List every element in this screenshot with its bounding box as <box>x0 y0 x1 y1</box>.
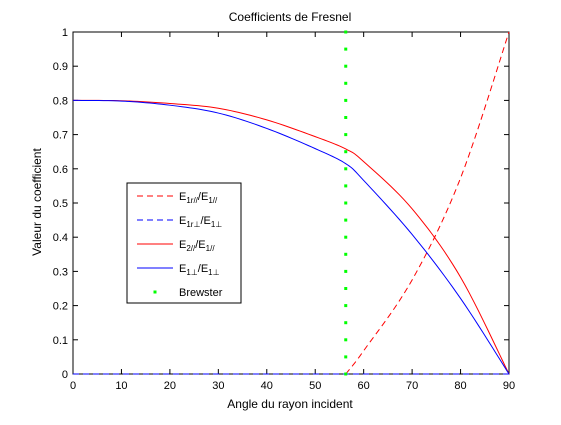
x-tick-label: 40 <box>261 380 273 392</box>
legend-entry-label: Brewster <box>179 287 223 299</box>
x-tick-label: 10 <box>115 380 127 392</box>
x-tick-label: 60 <box>358 380 370 392</box>
brewster-marker <box>344 133 348 137</box>
x-tick-label: 50 <box>309 380 321 392</box>
series-line-2 <box>72 99 510 375</box>
legend-box <box>126 182 242 304</box>
x-tick-label: 80 <box>454 380 466 392</box>
brewster-marker <box>344 252 348 256</box>
brewster-marker <box>344 304 348 308</box>
brewster-marker <box>344 269 348 273</box>
x-axis-label: Angle du rayon incident <box>227 397 353 411</box>
legend-text: E <box>179 263 186 275</box>
brewster-marker <box>344 355 348 359</box>
legend-text: /E <box>198 263 208 275</box>
brewster-marker <box>344 372 348 376</box>
y-tick-label: 0.9 <box>53 61 68 73</box>
legend-subscript: 2// <box>186 244 196 253</box>
y-tick-label: 1 <box>62 27 68 39</box>
brewster-marker <box>344 184 348 188</box>
y-axis-label: Valeur du coefficient <box>30 148 44 256</box>
y-tick-label: 0.6 <box>53 164 68 176</box>
x-tick-label: 30 <box>212 380 224 392</box>
y-tick-label: 0.8 <box>53 95 68 107</box>
y-tick-label: 0.4 <box>53 232 68 244</box>
legend-subscript: 1⊥ <box>211 220 222 229</box>
y-tick-label: 0 <box>62 369 68 381</box>
brewster-marker <box>344 150 348 154</box>
brewster-marker <box>344 98 348 102</box>
brewster-marker <box>344 287 348 290</box>
brewster-marker <box>344 235 348 239</box>
plot-area: 0 10 20 30 40 50 60 70 80 90 0 0.1 0.2 0.3 0.4 0.5 0.6 0.… <box>53 27 515 392</box>
brewster-marker <box>344 321 348 325</box>
y-tick-label: 0.1 <box>53 335 68 347</box>
x-tick-label: 70 <box>406 380 418 392</box>
legend-text: E <box>179 215 186 227</box>
legend-entry-label: E1⊥/E1⊥ <box>179 263 220 277</box>
brewster-marker <box>344 338 348 342</box>
brewster-marker <box>344 64 348 68</box>
legend-text: /E <box>198 191 208 203</box>
brewster-marker <box>344 167 348 171</box>
legend-subscript: 1r// <box>186 196 198 205</box>
legend-subscript: 1// <box>208 196 218 205</box>
y-tick-label: 0.5 <box>53 198 68 210</box>
brewster-marker <box>344 30 348 34</box>
legend-subscript: 1⊥ <box>186 268 197 277</box>
brewster-marker <box>344 81 348 85</box>
legend-text: E <box>179 239 186 251</box>
brewster-marker <box>344 218 348 222</box>
legend-subscript: 1// <box>206 244 216 253</box>
legend-entry-label: E1r///E1// <box>179 191 218 205</box>
series-line-0 <box>345 31 510 375</box>
legend-subscript: 1r⊥ <box>186 220 200 229</box>
series-line-3 <box>72 99 510 375</box>
x-tick-label: 20 <box>164 380 176 392</box>
legend-text: E <box>179 191 186 203</box>
legend-text: /E <box>200 215 210 227</box>
y-tick-label: 0.2 <box>53 301 68 313</box>
chart-title: Coefficients de Fresnel <box>229 10 352 24</box>
y-tick-label: 0.3 <box>53 266 68 278</box>
legend-swatch <box>153 290 157 294</box>
y-tick-label: 0.7 <box>53 130 68 142</box>
legend: E1r///E1//E1r⊥/E1⊥E2///E1//E1⊥/E1⊥Brewst… <box>126 182 242 304</box>
x-tick-label: 0 <box>70 380 76 392</box>
legend-text: /E <box>195 239 205 251</box>
legend-subscript: 1⊥ <box>208 268 219 277</box>
legend-entry-label: E2///E1// <box>179 239 215 253</box>
brewster-marker <box>344 47 348 51</box>
legend-entry-label: E1r⊥/E1⊥ <box>179 215 222 229</box>
brewster-marker <box>344 116 348 119</box>
x-tick-label: 90 <box>503 380 515 392</box>
brewster-marker <box>344 201 348 205</box>
legend-text: Brewster <box>179 287 223 299</box>
